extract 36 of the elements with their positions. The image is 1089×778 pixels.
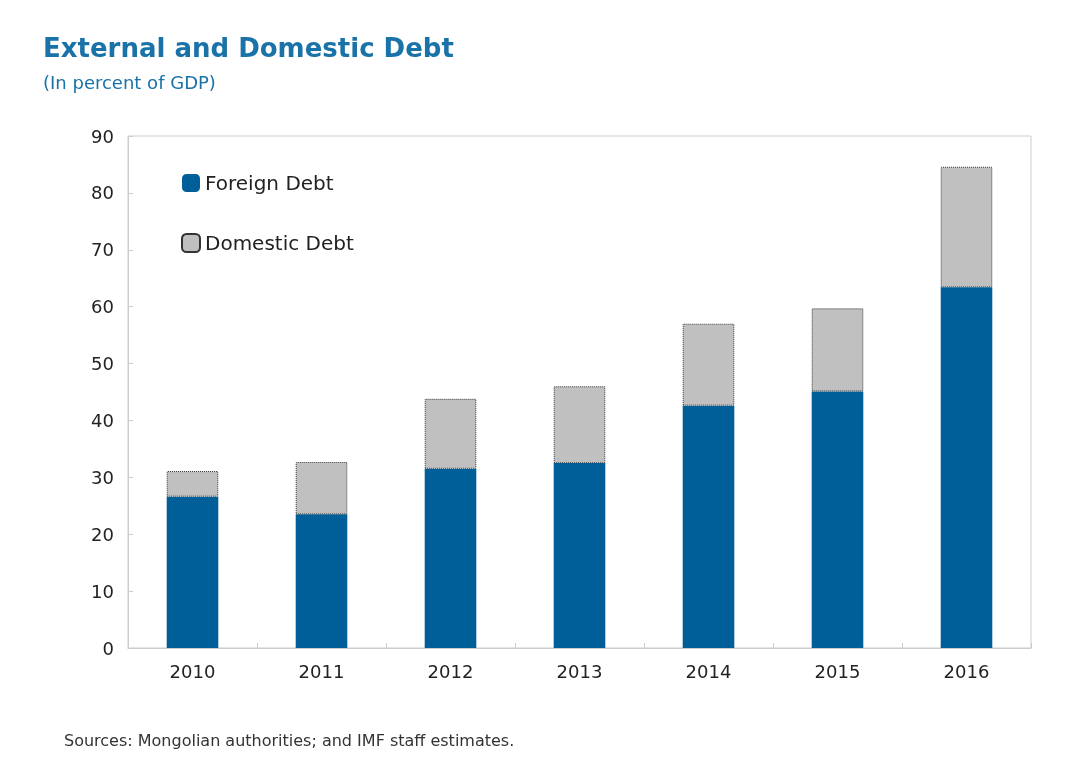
y-tick-label: 30	[91, 466, 114, 488]
chart-title: External and Domestic Debt	[43, 33, 454, 63]
y-tick-label: 10	[91, 580, 114, 602]
y-tick-label: 70	[91, 239, 114, 261]
bar	[166, 496, 219, 648]
x-tick-label: 2012	[427, 660, 474, 682]
chart-subtitle: (In percent of GDP)	[43, 71, 216, 93]
x-tick-label: 2011	[298, 660, 345, 682]
bar	[811, 391, 864, 648]
x-tick-label: 2010	[169, 660, 216, 682]
y-tick-label: 50	[91, 353, 114, 375]
bar	[553, 463, 606, 648]
x-tick-label: 2016	[943, 660, 990, 682]
bar	[424, 468, 477, 648]
bar	[166, 471, 219, 497]
bar	[811, 308, 864, 392]
source-note: Sources: Mongolian authorities; and IMF staff estimates.	[64, 730, 515, 750]
x-tick-label: 2015	[814, 660, 861, 682]
y-tick-label: 20	[91, 523, 114, 545]
y-tick-label: 60	[91, 296, 114, 318]
bar	[940, 287, 993, 648]
y-tick-label: 80	[91, 182, 114, 204]
bar	[682, 323, 735, 406]
y-tick-label: 40	[91, 409, 114, 431]
bar	[295, 514, 348, 648]
bar	[553, 386, 606, 464]
bar	[424, 398, 477, 469]
legend-label: Foreign Debt	[205, 171, 334, 195]
x-tick-label: 2013	[556, 660, 603, 682]
y-tick-label: 90	[91, 125, 114, 147]
y-tick-label: 0	[102, 637, 114, 659]
x-tick-label: 2014	[685, 660, 732, 682]
bar	[940, 166, 993, 288]
bar	[682, 405, 735, 648]
legend-label: Domestic Debt	[205, 231, 354, 255]
bar	[295, 461, 348, 515]
